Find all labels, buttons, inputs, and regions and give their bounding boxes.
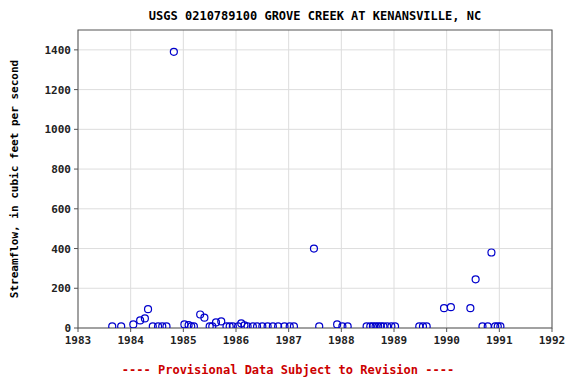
x-tick-label: 1987 xyxy=(275,334,302,347)
x-grid-line xyxy=(499,30,500,328)
x-tick-label: 1991 xyxy=(486,334,513,347)
x-tick xyxy=(288,328,289,332)
x-tick xyxy=(446,328,447,332)
x-grid-line xyxy=(236,30,237,328)
y-tick-label: 1200 xyxy=(45,84,72,97)
y-grid-line xyxy=(78,49,552,50)
y-tick-label: 0 xyxy=(64,322,71,335)
point xyxy=(145,306,152,313)
x-tick xyxy=(130,328,131,332)
point xyxy=(467,305,474,312)
y-tick xyxy=(74,328,78,329)
x-grid-line xyxy=(183,30,184,328)
y-tick-label: 600 xyxy=(51,203,71,216)
y-grid-line xyxy=(78,89,552,90)
point xyxy=(484,323,491,328)
y-tick xyxy=(74,288,78,289)
x-tick xyxy=(183,328,184,332)
point xyxy=(447,304,454,311)
point xyxy=(392,323,399,328)
point xyxy=(290,323,297,328)
point xyxy=(130,321,137,328)
y-tick-label: 1000 xyxy=(45,123,72,136)
point xyxy=(170,48,177,55)
point xyxy=(163,323,170,328)
point xyxy=(201,314,208,321)
y-tick xyxy=(74,208,78,209)
x-tick-label: 1990 xyxy=(433,334,460,347)
point xyxy=(141,315,148,322)
grid xyxy=(78,30,552,328)
x-tick xyxy=(499,328,500,332)
point xyxy=(497,323,504,328)
y-grid-line xyxy=(78,248,552,249)
chart: 1983 1984 1985 1986 1987 1988 1989 1990 1991 1992… xyxy=(0,0,576,384)
x-tick-label: 1986 xyxy=(223,334,250,347)
point xyxy=(423,323,430,328)
x-tick-label: 1992 xyxy=(539,334,566,347)
x-tick xyxy=(78,328,79,332)
point xyxy=(488,249,495,256)
y-tick xyxy=(74,169,78,170)
y-tick-label: 400 xyxy=(51,243,71,256)
x-tick xyxy=(394,328,395,332)
y-tick xyxy=(74,248,78,249)
point xyxy=(190,323,197,328)
x-tick-label: 1985 xyxy=(170,334,197,347)
x-tick xyxy=(341,328,342,332)
x-grid-line xyxy=(446,30,447,328)
x-tick xyxy=(552,328,553,332)
y-tick-label: 1400 xyxy=(45,44,72,57)
y-tick xyxy=(74,129,78,130)
point xyxy=(472,276,479,283)
point xyxy=(344,323,351,328)
points xyxy=(109,48,504,328)
x-grid-line xyxy=(394,30,395,328)
x-grid-line xyxy=(288,30,289,328)
title: USGS 0210789100 GROVE CREEK AT KENANSVIL… xyxy=(149,9,481,23)
point xyxy=(310,245,317,252)
axes: 1983 1984 1985 1986 1987 1988 1989 1990 1991 1992… xyxy=(45,44,566,347)
y-tick xyxy=(74,49,78,50)
x-grid-line xyxy=(130,30,131,328)
y-grid-line xyxy=(78,129,552,130)
y-grid-line xyxy=(78,288,552,289)
x-tick xyxy=(236,328,237,332)
y-grid-line xyxy=(78,208,552,209)
x-grid-line xyxy=(341,30,342,328)
y-grid-line xyxy=(78,169,552,170)
point xyxy=(109,323,116,328)
y-tick-label: 200 xyxy=(51,282,71,295)
x-tick-label: 1988 xyxy=(328,334,355,347)
point xyxy=(118,323,125,328)
x-tick-label: 1989 xyxy=(381,334,408,347)
y-axis-label: Streamflow, in cubic feet per second xyxy=(8,60,21,298)
point xyxy=(441,305,448,312)
x-tick-label: 1983 xyxy=(65,334,92,347)
annotation: ---- Provisional Data Subject to Revisio… xyxy=(122,363,454,377)
background xyxy=(0,0,576,384)
x-tick-label: 1984 xyxy=(117,334,144,347)
y-tick-label: 800 xyxy=(51,163,71,176)
point xyxy=(316,323,323,328)
y-tick xyxy=(74,89,78,90)
plot-frame xyxy=(78,30,552,328)
